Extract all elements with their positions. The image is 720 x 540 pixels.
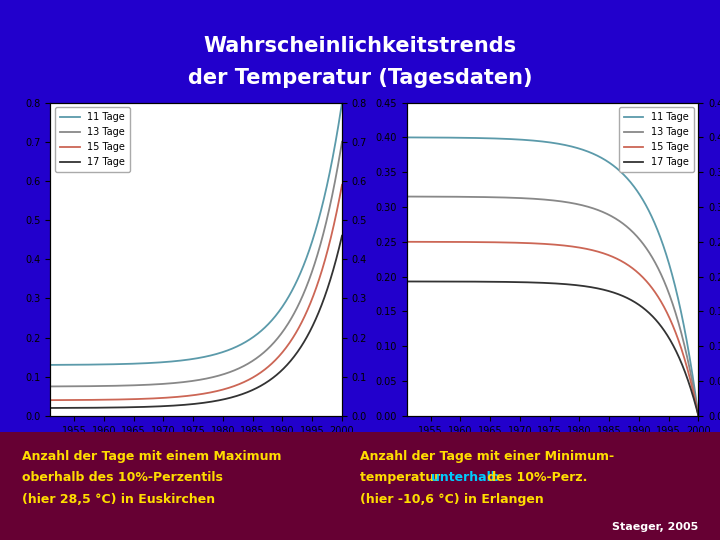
13 Tage bbox=[694, 413, 703, 419]
11 Tage bbox=[330, 142, 339, 149]
11 Tage bbox=[642, 202, 650, 208]
11 Tage bbox=[560, 141, 569, 148]
17 Tage bbox=[694, 413, 703, 419]
17 Tage bbox=[186, 401, 195, 408]
Text: Anzahl der Tage mit einem Maximum: Anzahl der Tage mit einem Maximum bbox=[22, 450, 281, 463]
17 Tage bbox=[285, 359, 294, 366]
Legend: 11 Tage, 13 Tage, 15 Tage, 17 Tage: 11 Tage, 13 Tage, 15 Tage, 17 Tage bbox=[618, 107, 693, 172]
11 Tage bbox=[186, 356, 195, 362]
13 Tage bbox=[543, 197, 552, 203]
11 Tage bbox=[543, 139, 552, 145]
15 Tage bbox=[694, 413, 703, 419]
15 Tage bbox=[285, 340, 294, 346]
Text: der Temperatur (Tagesdaten): der Temperatur (Tagesdaten) bbox=[188, 68, 532, 89]
Text: (hier -10,6 °C) in Erlangen: (hier -10,6 °C) in Erlangen bbox=[360, 493, 544, 506]
13 Tage bbox=[330, 178, 339, 185]
17 Tage bbox=[560, 281, 569, 287]
Line: 11 Tage: 11 Tage bbox=[407, 137, 698, 416]
13 Tage bbox=[576, 201, 585, 208]
Line: 11 Tage: 11 Tage bbox=[50, 103, 342, 365]
17 Tage bbox=[184, 401, 193, 408]
17 Tage bbox=[204, 399, 212, 406]
13 Tage bbox=[220, 371, 228, 377]
13 Tage bbox=[402, 193, 411, 200]
15 Tage bbox=[642, 277, 650, 284]
11 Tage bbox=[204, 353, 212, 359]
Legend: 11 Tage, 13 Tage, 15 Tage, 17 Tage: 11 Tage, 13 Tage, 15 Tage, 17 Tage bbox=[55, 107, 130, 172]
15 Tage bbox=[204, 390, 212, 396]
13 Tage bbox=[186, 378, 195, 384]
Line: 13 Tage: 13 Tage bbox=[407, 197, 698, 416]
13 Tage bbox=[560, 199, 569, 205]
13 Tage bbox=[687, 374, 696, 380]
Text: des 10%-Perz.: des 10%-Perz. bbox=[483, 471, 588, 484]
X-axis label: Jahr: Jahr bbox=[539, 441, 567, 454]
17 Tage bbox=[576, 282, 585, 289]
13 Tage bbox=[285, 318, 294, 325]
Text: Staeger, 2005: Staeger, 2005 bbox=[612, 522, 698, 531]
15 Tage bbox=[184, 393, 193, 399]
13 Tage bbox=[46, 383, 55, 390]
17 Tage bbox=[543, 280, 552, 286]
Line: 15 Tage: 15 Tage bbox=[50, 185, 342, 400]
15 Tage bbox=[541, 241, 549, 247]
Text: temperatur: temperatur bbox=[360, 471, 445, 484]
15 Tage bbox=[402, 239, 411, 245]
15 Tage bbox=[543, 241, 552, 247]
Line: 15 Tage: 15 Tage bbox=[407, 242, 698, 416]
17 Tage bbox=[541, 280, 549, 286]
Text: Anzahl der Tage mit einer Minimum-: Anzahl der Tage mit einer Minimum- bbox=[360, 450, 614, 463]
Line: 13 Tage: 13 Tage bbox=[50, 142, 342, 387]
13 Tage bbox=[642, 244, 650, 251]
15 Tage bbox=[338, 181, 346, 188]
17 Tage bbox=[330, 260, 339, 267]
11 Tage bbox=[338, 99, 346, 106]
17 Tage bbox=[642, 307, 650, 313]
17 Tage bbox=[402, 278, 411, 285]
15 Tage bbox=[560, 242, 569, 249]
17 Tage bbox=[46, 405, 55, 411]
15 Tage bbox=[46, 397, 55, 403]
X-axis label: Jahr: Jahr bbox=[182, 441, 210, 454]
11 Tage bbox=[576, 146, 585, 152]
11 Tage bbox=[285, 292, 294, 299]
Text: (hier 28,5 °C) in Euskirchen: (hier 28,5 °C) in Euskirchen bbox=[22, 493, 215, 506]
17 Tage bbox=[220, 396, 228, 402]
13 Tage bbox=[541, 197, 549, 203]
17 Tage bbox=[687, 388, 696, 394]
Text: unterhalb: unterhalb bbox=[431, 471, 499, 484]
11 Tage bbox=[402, 134, 411, 140]
11 Tage bbox=[687, 364, 696, 371]
15 Tage bbox=[186, 392, 195, 399]
11 Tage bbox=[220, 348, 228, 355]
17 Tage bbox=[338, 232, 346, 239]
11 Tage bbox=[694, 413, 703, 419]
Line: 17 Tage: 17 Tage bbox=[407, 281, 698, 416]
15 Tage bbox=[330, 217, 339, 223]
11 Tage bbox=[541, 139, 549, 145]
Text: Wahrscheinlichkeitstrends: Wahrscheinlichkeitstrends bbox=[204, 36, 516, 56]
Text: oberhalb des 10%-Perzentils: oberhalb des 10%-Perzentils bbox=[22, 471, 222, 484]
11 Tage bbox=[184, 356, 193, 363]
11 Tage bbox=[46, 362, 55, 368]
Line: 17 Tage: 17 Tage bbox=[50, 235, 342, 408]
15 Tage bbox=[220, 386, 228, 393]
13 Tage bbox=[184, 378, 193, 384]
15 Tage bbox=[687, 381, 696, 387]
13 Tage bbox=[204, 375, 212, 381]
15 Tage bbox=[576, 245, 585, 251]
13 Tage bbox=[338, 139, 346, 145]
